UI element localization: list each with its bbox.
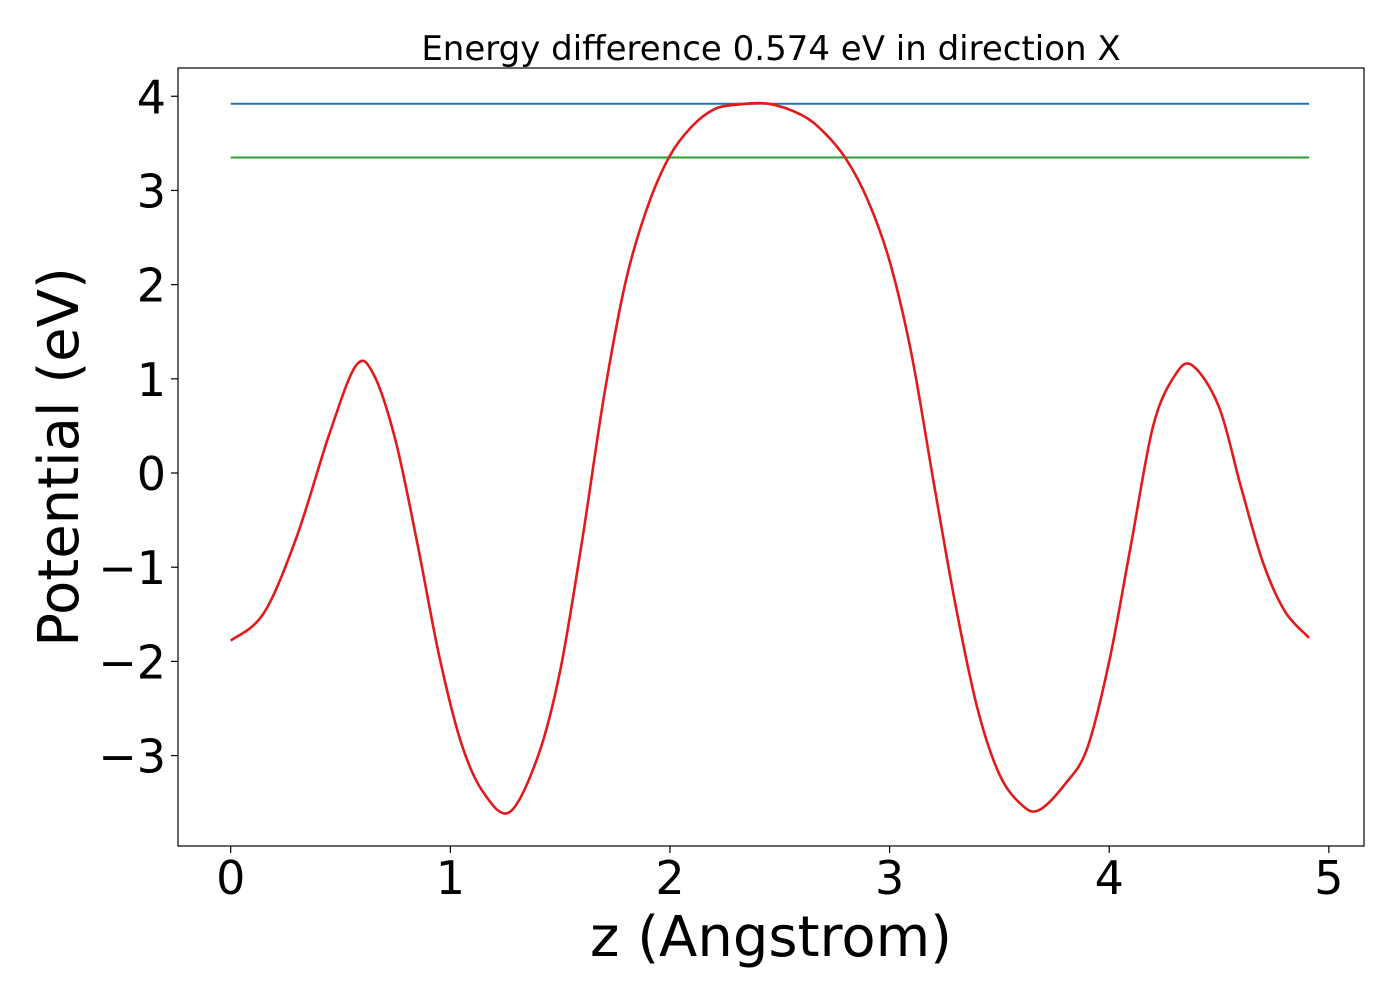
x-axis-label: z (Angstrom) [590, 905, 952, 970]
y-tick-label: −3 [98, 730, 166, 784]
y-axis-ticks: −3 −2 −1 0 1 2 3 4 [98, 70, 178, 784]
y-tick-label: 1 [137, 353, 166, 407]
x-tick-label: 3 [875, 851, 904, 905]
x-tick-label: 5 [1314, 851, 1343, 905]
x-axis-ticks: 0 1 2 3 4 5 [216, 846, 1343, 905]
y-tick-label: 3 [137, 164, 166, 218]
y-tick-label: −1 [98, 541, 166, 595]
x-tick-label: 0 [216, 851, 245, 905]
plot-area [177, 67, 1365, 847]
y-tick-label: 0 [137, 447, 166, 501]
y-tick-label: 2 [137, 259, 166, 313]
y-axis-label: Potential (eV) [27, 267, 92, 647]
x-tick-label: 4 [1095, 851, 1124, 905]
chart-title: Energy difference 0.574 eV in direction … [421, 29, 1120, 69]
potential-curve [229, 101, 1311, 815]
y-tick-label: −2 [98, 635, 166, 689]
y-tick-label: 4 [137, 70, 166, 124]
x-tick-label: 2 [655, 851, 684, 905]
series-layer [229, 101, 1311, 815]
x-tick-label: 1 [436, 851, 465, 905]
